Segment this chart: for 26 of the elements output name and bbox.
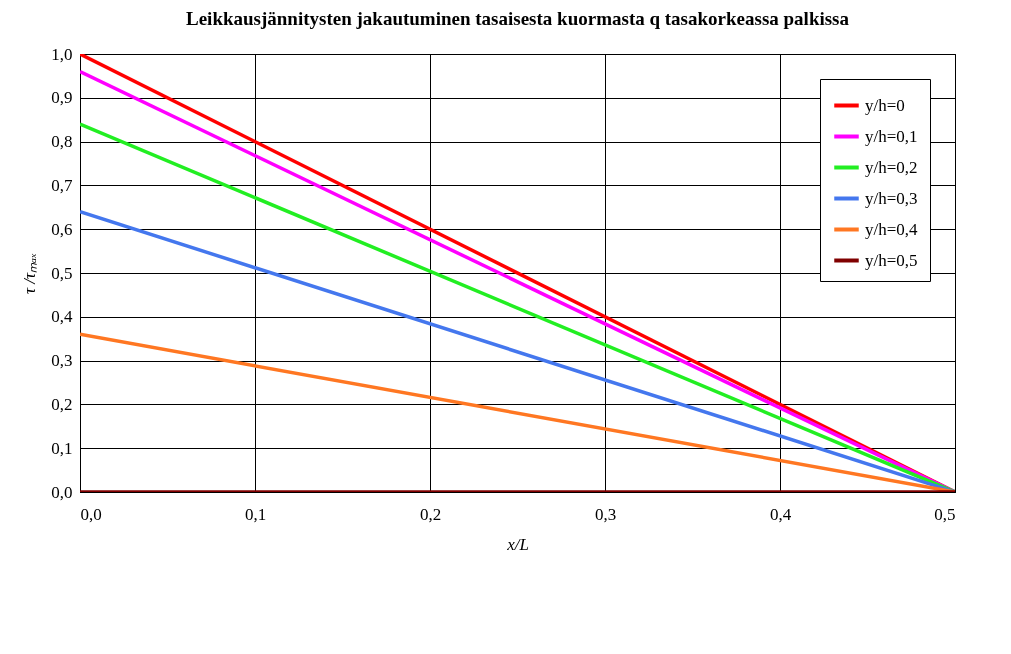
y-tick-label: 0,5 [51,263,73,283]
x-tick-label: 0,1 [244,504,267,524]
y-tick-label: 0,9 [51,88,73,108]
legend-label: y/h=0,3 [865,188,918,208]
x-axis-title: x/L [506,534,529,554]
x-tick-label: 0,0 [80,504,102,524]
y-tick-label: 0,4 [51,307,73,327]
y-tick-label: 0,8 [51,132,73,152]
legend-label: y/h=0,4 [865,219,919,239]
chart-title: Leikkausjännitysten jakautuminen tasaisesta kuormasta q tasakorkeassa palkissa [185,8,850,29]
x-tick-label: 0,3 [594,504,617,524]
x-tick-label: 0,5 [934,504,956,524]
legend-label: y/h=0,2 [865,157,918,177]
y-tick-label: 1,0 [51,44,73,64]
y-tick-label: 0,1 [51,438,73,458]
legend-label: y/h=0,1 [865,126,918,146]
legend-label: y/h=0,5 [865,250,918,270]
y-tick-label: 0,0 [51,482,73,502]
x-tick-label: 0,4 [769,504,792,524]
y-tick-label: 0,7 [51,175,73,195]
legend-label: y/h=0 [865,95,905,115]
y-tick-label: 0,2 [51,394,73,414]
x-tick-label: 0,2 [419,504,442,524]
y-tick-label: 0,3 [51,351,73,371]
y-axis-title: τ /τₘₐₓ [20,252,40,294]
y-tick-label: 0,6 [51,219,73,239]
